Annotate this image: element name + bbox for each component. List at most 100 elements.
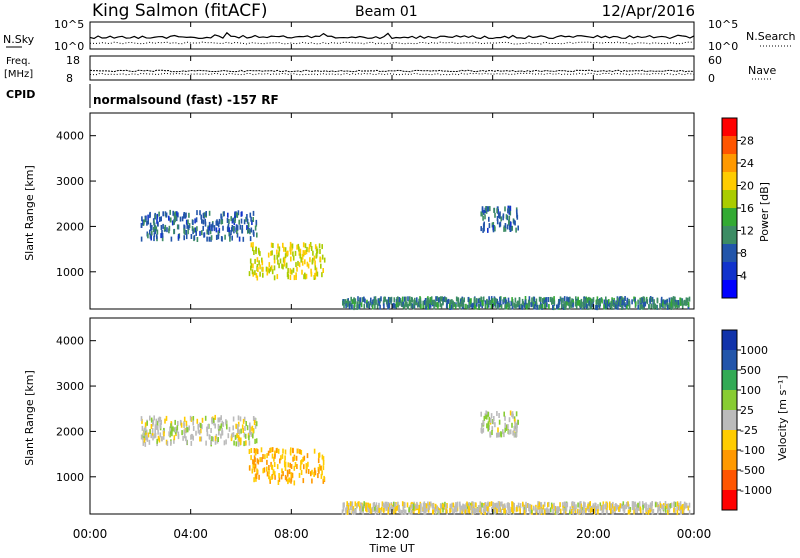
colorbar-tick-label: 24	[740, 157, 754, 170]
heatmap-cell	[548, 501, 550, 507]
heatmap-cell	[212, 436, 214, 442]
heatmap-cell	[250, 242, 253, 248]
heatmap-cell	[389, 297, 391, 303]
heatmap-cell	[256, 232, 258, 238]
heatmap-cell	[507, 297, 510, 303]
heatmap-cell	[575, 303, 578, 309]
heatmap-cell	[140, 434, 143, 440]
heatmap-cell	[145, 435, 148, 441]
heatmap-cell	[271, 447, 274, 453]
heatmap-cell	[580, 503, 582, 509]
colorbar-tick-label: 100	[740, 384, 761, 397]
heatmap-cell	[433, 299, 435, 305]
heatmap-cell	[508, 215, 511, 221]
heatmap-cell	[214, 439, 217, 445]
heatmap-cell	[511, 501, 513, 507]
heatmap-cell	[268, 268, 270, 274]
heatmap-cell	[230, 436, 233, 442]
heatmap-cell	[488, 425, 490, 431]
heatmap-cell	[637, 304, 639, 310]
heatmap-cell	[676, 510, 679, 516]
heatmap-cell	[644, 301, 647, 307]
heatmap-cell	[191, 225, 194, 231]
heatmap-cell	[550, 296, 552, 302]
heatmap-cell	[368, 303, 371, 309]
heatmap-cell	[510, 300, 512, 306]
heatmap-cell	[168, 215, 170, 221]
cpid-label: CPID	[6, 88, 35, 101]
heatmap-cell	[140, 223, 143, 228]
heatmap-cell	[536, 508, 539, 514]
heatmap-cell	[290, 256, 292, 262]
heatmap-cell	[491, 298, 494, 304]
heatmap-cell	[503, 432, 505, 438]
heatmap-cell	[186, 427, 188, 433]
heatmap-cell	[252, 210, 255, 216]
heatmap-cell	[383, 296, 386, 302]
heatmap-cell	[442, 507, 444, 513]
heatmap-cell	[260, 447, 263, 453]
heatmap-cell	[657, 506, 660, 512]
heatmap-cell	[217, 222, 220, 228]
heatmap-cell	[452, 502, 455, 508]
heatmap-cell	[309, 257, 311, 263]
heatmap-cell	[369, 300, 372, 306]
heatmap-cell	[144, 422, 147, 428]
velocity-panel-frame	[89, 317, 695, 515]
heatmap-cell	[232, 432, 235, 438]
heatmap-cell	[624, 302, 626, 308]
heatmap-cell	[145, 215, 147, 221]
heatmap-cell	[151, 225, 153, 230]
heatmap-cell	[259, 271, 261, 277]
heatmap-cell	[482, 296, 485, 302]
heatmap-cell	[289, 246, 291, 252]
heatmap-cell	[238, 429, 241, 435]
heatmap-cell	[147, 432, 150, 438]
heatmap-cell	[435, 302, 437, 308]
heatmap-cell	[553, 296, 555, 302]
heatmap-cell	[679, 501, 682, 507]
heatmap-cell	[185, 234, 188, 240]
heatmap-cell	[223, 440, 226, 446]
heatmap-cell	[633, 296, 635, 302]
heatmap-cell	[177, 421, 179, 426]
heatmap-cell	[253, 420, 256, 425]
heatmap-cell	[509, 205, 512, 211]
heatmap-cell	[627, 501, 629, 507]
heatmap-cell	[162, 223, 164, 229]
heatmap-cell	[255, 438, 258, 444]
heatmap-cell	[507, 424, 509, 430]
heatmap-cell	[458, 302, 461, 308]
heatmap-cell	[528, 506, 530, 512]
heatmap-cell	[148, 439, 151, 445]
heatmap-cell	[300, 449, 303, 455]
heatmap-cell	[259, 457, 261, 463]
heatmap-cell	[250, 455, 252, 461]
heatmap-cell	[264, 454, 266, 460]
heatmap-cell	[393, 501, 395, 507]
heatmap-cell	[414, 300, 417, 306]
heatmap-cell	[551, 504, 554, 510]
heatmap-cell	[612, 509, 615, 515]
heatmap-cell	[484, 509, 486, 515]
heatmap-cell	[306, 261, 309, 267]
heatmap-cell	[239, 224, 242, 230]
heatmap-cell	[489, 501, 491, 507]
heatmap-cell	[163, 431, 165, 437]
heatmap-cell	[316, 271, 319, 277]
heatmap-cell	[251, 269, 254, 275]
heatmap-cell	[315, 246, 318, 252]
heatmap-cell	[201, 417, 204, 423]
heatmap-cell	[568, 304, 571, 310]
heatmap-cell	[399, 299, 401, 305]
heatmap-cell	[484, 300, 487, 306]
heatmap-cell	[310, 268, 312, 274]
heatmap-cell	[540, 504, 543, 510]
heatmap-cell	[221, 420, 223, 426]
heatmap-cell	[486, 303, 489, 309]
heatmap-cell	[293, 480, 296, 486]
heatmap-cell	[195, 217, 198, 223]
heatmap-cell	[394, 505, 396, 511]
heatmap-cell	[345, 509, 347, 515]
heatmap-cell	[641, 297, 643, 303]
